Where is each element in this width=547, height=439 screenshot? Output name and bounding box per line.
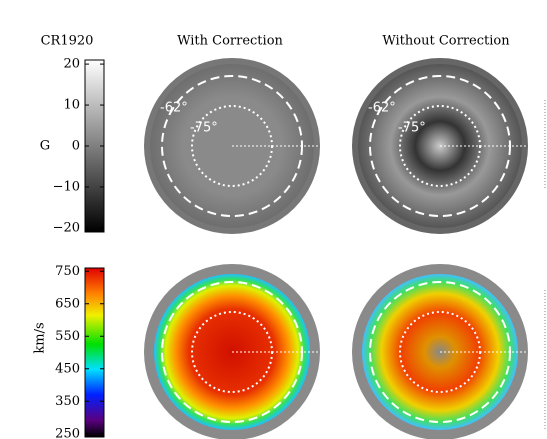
column-title: With Correction (177, 34, 283, 49)
tick-label: 550 (55, 329, 80, 344)
tick-label: 650 (55, 296, 80, 311)
annotation: -62° (160, 101, 188, 116)
annotation: -75° (398, 121, 426, 136)
tick-label: 250 (55, 426, 80, 439)
column-title: Without Correction (382, 34, 510, 49)
figure: CR1920 With Correction Without Correctio… (0, 0, 547, 439)
tick-label: −20 (53, 220, 80, 235)
tick-label: −10 (53, 179, 80, 194)
tick-label: 750 (55, 264, 80, 279)
annotation: -62° (368, 101, 396, 116)
tick-label: 450 (55, 361, 80, 376)
tick-label: 10 (63, 98, 80, 113)
colorbar-label: G (40, 139, 50, 154)
tick-label: 0 (72, 139, 80, 154)
annotation: -75° (190, 121, 218, 136)
colorbar-label: km/s (33, 322, 48, 353)
tick-label: 350 (55, 394, 80, 409)
colorbar (85, 268, 104, 437)
figure-title: CR1920 (41, 34, 94, 49)
tick-label: 20 (63, 57, 80, 72)
panel (144, 58, 528, 439)
